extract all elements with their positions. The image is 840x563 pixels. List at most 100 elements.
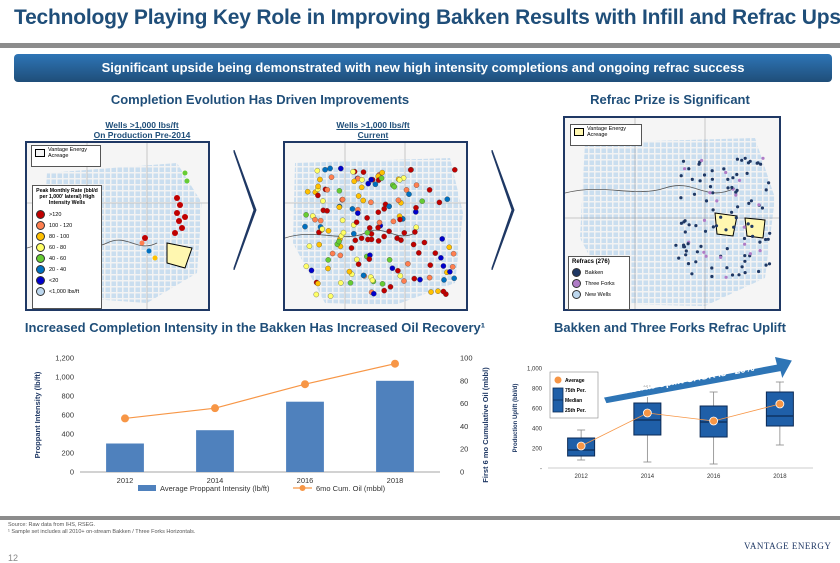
legend-p75-label: 75th Per.	[565, 388, 586, 394]
map1-acreage-legend: Vantage Energy Acreage	[31, 145, 101, 167]
refrac-well-marker	[743, 242, 747, 246]
peak-rate-legend-row: <20	[36, 275, 98, 286]
cum-oil-line	[124, 363, 396, 420]
peak-rate-legend-marker-icon	[36, 232, 45, 241]
well-marker	[364, 229, 371, 236]
well-marker	[444, 196, 451, 202]
well-marker	[312, 216, 318, 223]
legend-average-label: Average	[565, 378, 585, 384]
y-tick-label: 1,000	[527, 367, 543, 373]
map2-title-line2: Current	[357, 130, 389, 140]
refrac-well-marker	[737, 178, 742, 182]
peak-rate-legend: Peak Monthly Rate (bbl/d per 1,000' late…	[32, 185, 102, 309]
refrac-well-marker	[679, 221, 683, 225]
proppant-bar	[196, 430, 234, 472]
x-tick-label: 2014	[641, 474, 655, 480]
refrac-legend-row: Three Forks	[572, 278, 626, 289]
map1-title-line2: On Production Pre-2014	[93, 130, 191, 140]
refrac-well-marker	[760, 206, 764, 210]
refrac-legend-marker-icon	[572, 268, 581, 277]
well-marker	[411, 275, 418, 282]
peak-rate-legend-row: >120	[36, 209, 98, 220]
current-wells-map	[283, 141, 468, 311]
refrac-well-marker	[702, 250, 706, 254]
well-marker	[386, 257, 393, 263]
peak-rate-legend-marker-icon	[36, 243, 45, 252]
refrac-well-marker	[719, 255, 723, 259]
refrac-well-marker	[746, 222, 750, 226]
y-tick-label: 1,000	[55, 373, 74, 382]
well-marker	[336, 204, 343, 210]
map3-acreage-legend: Vantage Energy Acreage	[570, 124, 642, 146]
well-marker	[347, 280, 354, 286]
peak-rate-legend-marker-icon	[36, 221, 45, 230]
cum-oil-point	[301, 380, 309, 389]
well-marker	[358, 235, 365, 241]
x-tick-label: 2014	[207, 476, 224, 485]
refrac-well-marker	[750, 224, 754, 228]
well-marker	[325, 228, 332, 234]
refrac-legend-marker-icon	[572, 279, 581, 288]
refrac-well-marker	[686, 242, 690, 246]
refrac-well-marker	[711, 191, 715, 195]
well-marker	[436, 199, 443, 206]
refrac-well-marker	[687, 223, 691, 227]
peak-rate-legend-label: 20 - 40	[49, 266, 67, 273]
refrac-well-marker	[749, 199, 753, 203]
refrac-well-marker	[674, 243, 678, 247]
refrac-well-marker	[683, 230, 687, 234]
y2-tick-label: 100	[460, 354, 473, 363]
refrac-well-marker	[731, 176, 735, 180]
well-marker	[375, 209, 382, 215]
peak-rate-legend-row: 40 - 60	[36, 253, 98, 264]
key-message-banner: Significant upside being demonstrated wi…	[14, 54, 832, 82]
x-tick-label: 2018	[387, 476, 404, 485]
refrac-well-marker	[766, 237, 770, 241]
refrac-well-marker	[679, 196, 683, 200]
well-marker	[303, 212, 309, 218]
iqr-box	[765, 391, 794, 427]
well-marker	[315, 280, 321, 287]
x-tick-label: 2018	[773, 474, 787, 480]
well-marker	[339, 196, 346, 203]
well-marker	[372, 181, 379, 188]
refrac-well-marker	[698, 179, 702, 183]
well-marker	[391, 183, 398, 190]
well-marker	[359, 177, 365, 183]
well-marker	[364, 215, 370, 221]
peak-rate-legend-label: <20	[49, 277, 59, 284]
proppant-bar	[106, 443, 144, 472]
well-marker	[329, 250, 336, 257]
refrac-well-marker	[764, 237, 768, 242]
y2-axis-label: First 6 mo Cumulative Oil (mbbl)	[481, 367, 490, 483]
well-marker	[327, 293, 334, 299]
well-marker	[381, 206, 387, 212]
well-marker	[428, 289, 434, 295]
legend-bar-label: Average Proppant Intensity (lb/ft)	[160, 484, 270, 493]
peak-rate-legend-marker-icon	[36, 210, 45, 219]
well-marker	[336, 238, 342, 245]
refrac-well-marker	[714, 224, 719, 228]
well-marker	[314, 167, 321, 174]
well-marker	[412, 229, 418, 235]
well-marker	[451, 275, 457, 282]
y-tick-label: 1,200	[55, 354, 74, 363]
refrac-well-marker	[732, 225, 736, 229]
y-axis-label: Proppant Intensity (lb/ft)	[33, 371, 42, 458]
chevron-right-icon	[491, 150, 515, 270]
well-marker	[410, 241, 417, 248]
refrac-well-marker	[740, 158, 744, 162]
page-number: 12	[8, 553, 19, 563]
well-marker	[369, 277, 376, 284]
well-marker	[349, 206, 356, 212]
well-marker	[348, 245, 355, 251]
well-marker	[324, 187, 331, 193]
well-marker	[375, 224, 381, 231]
refrac-well-marker	[710, 266, 714, 270]
company-logo: VANTAGE ENERGY	[744, 541, 832, 551]
footnote: ¹ Sample set includes all 2010+ on-strea…	[8, 529, 196, 535]
refrac-well-marker	[764, 188, 768, 192]
refrac-well-marker	[748, 252, 752, 256]
well-marker	[426, 187, 433, 193]
well-marker	[304, 188, 311, 195]
